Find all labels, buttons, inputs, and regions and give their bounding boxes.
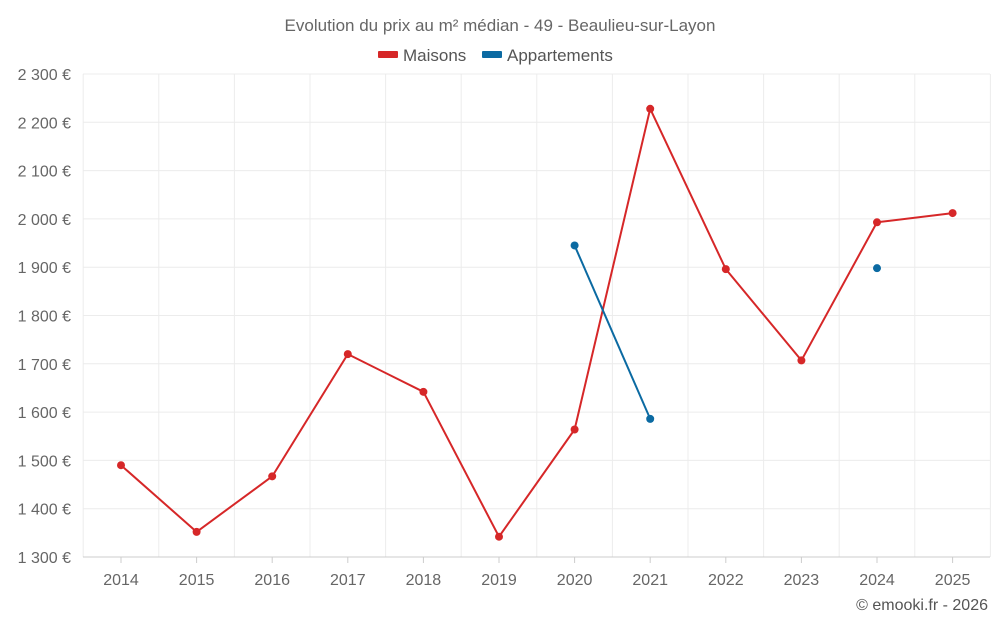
data-point-maisons[interactable] xyxy=(192,527,201,536)
x-tick-label: 2023 xyxy=(784,572,820,589)
data-point-maisons[interactable] xyxy=(873,218,881,227)
x-tick-label: 2024 xyxy=(859,572,895,589)
y-tick-labels: 1 300 € 1 400 € 1 500 € 1 600 € 1 700 € 1 800… xyxy=(18,67,71,567)
legend-swatch-appartements xyxy=(482,51,502,58)
series-line-maisons xyxy=(120,107,953,538)
legend-item-maisons[interactable]: Maisons xyxy=(378,46,466,65)
x-tick-label: 2025 xyxy=(935,572,971,589)
grid xyxy=(82,73,991,558)
y-tick-label: 1 600 € xyxy=(18,405,71,422)
data-point-maisons[interactable] xyxy=(646,104,655,113)
x-tick-label: 2020 xyxy=(557,572,593,589)
data-point-maisons[interactable] xyxy=(343,350,352,359)
y-tick-label: 2 000 € xyxy=(18,212,71,229)
data-point-maisons[interactable] xyxy=(721,265,730,274)
legend-label-appartements: Appartements xyxy=(507,46,613,65)
data-point-maisons[interactable] xyxy=(419,387,428,396)
x-tick-label: 2022 xyxy=(708,572,744,589)
series-line-appartements xyxy=(573,245,652,420)
y-tick-label: 1 800 € xyxy=(18,309,71,326)
y-tick-label: 2 100 € xyxy=(18,164,71,181)
x-tick-label: 2015 xyxy=(179,572,215,589)
data-point-maisons[interactable] xyxy=(570,425,579,434)
x-tick-label: 2018 xyxy=(406,572,442,589)
credit-text: © emooki.fr - 2026 xyxy=(856,597,988,614)
data-point-maisons[interactable] xyxy=(268,472,277,481)
x-tick-label: 2019 xyxy=(481,572,517,589)
x-tick-label: 2016 xyxy=(254,572,290,589)
legend-label-maisons: Maisons xyxy=(403,46,466,65)
x-tick-labels: 2014 2015 2016 2017 2018 2019 2020 2021 2022 2023… xyxy=(103,557,970,589)
legend-item-appartements[interactable]: Appartements xyxy=(482,46,613,65)
y-tick-label: 1 500 € xyxy=(18,453,71,470)
chart-title: Evolution du prix au m² médian - 49 - Be… xyxy=(285,16,716,35)
data-point-maisons[interactable] xyxy=(495,532,503,541)
x-tick-label: 2021 xyxy=(632,572,668,589)
data-point-appartements[interactable] xyxy=(646,414,655,423)
data-point-appartements[interactable] xyxy=(873,264,881,273)
series xyxy=(117,104,957,541)
x-tick-label: 2017 xyxy=(330,572,366,589)
y-tick-label: 2 200 € xyxy=(18,115,71,132)
y-tick-label: 1 300 € xyxy=(18,550,71,567)
data-point-maisons[interactable] xyxy=(948,209,957,218)
legend-swatch-maisons xyxy=(378,51,398,58)
legend: Maisons Appartements xyxy=(378,46,613,65)
y-tick-label: 1 700 € xyxy=(18,357,71,374)
data-point-maisons[interactable] xyxy=(797,356,806,365)
data-point-appartements[interactable] xyxy=(570,241,579,250)
y-tick-label: 2 300 € xyxy=(18,67,71,84)
y-tick-label: 1 400 € xyxy=(18,502,71,519)
data-point-maisons[interactable] xyxy=(117,461,125,470)
x-tick-label: 2014 xyxy=(103,572,139,589)
y-tick-label: 1 900 € xyxy=(18,260,71,277)
